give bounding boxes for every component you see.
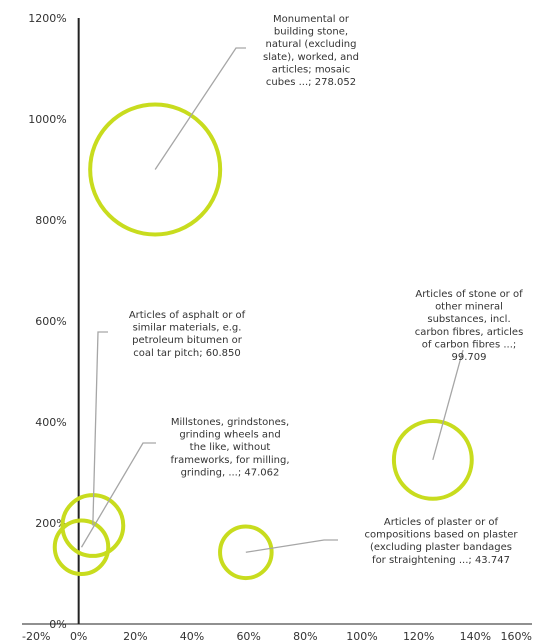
x-axis-ticks: -20% 0% 20% 40% 60% 80% 100% 120% 140% 160% [22, 630, 532, 643]
leader-line [92, 331, 108, 526]
bubble-label: Articles of asphalt or of similar materia… [129, 310, 246, 359]
bubble-label-line: for straightening ...; 43.747 [372, 555, 510, 566]
y-tick-label: 1200% [28, 12, 66, 25]
bubble-label-line: Articles of asphalt or of [129, 310, 246, 321]
x-tick-label: 100% [346, 630, 377, 643]
bubble-label-line: carbon fibres, articles [415, 327, 524, 338]
bubble-label-line: petroleum bitumen or [132, 335, 243, 346]
x-tick-label: 160% [501, 630, 532, 643]
y-tick-label: 400% [35, 416, 66, 429]
bubble-label-line: similar materials, e.g. [133, 323, 242, 334]
bubble [88, 102, 223, 237]
y-tick-label: 800% [35, 214, 66, 227]
x-tick-label: 120% [403, 630, 434, 643]
x-tick-label: 140% [460, 630, 491, 643]
bubble-label: Articles of plaster or of compositions ba… [364, 517, 518, 566]
x-tick-label: 0% [70, 630, 87, 643]
bubble-label-line: Articles of plaster or of [384, 517, 499, 528]
bubble-label-line: Millstones, grindstones, [171, 417, 289, 428]
bubble-label-line: articles; mosaic [272, 64, 351, 75]
y-tick-label: 1000% [28, 113, 66, 126]
bubble-label-line: coal tar pitch; 60.850 [133, 348, 240, 359]
bubble-label: Millstones, grindstones, grinding wheels … [170, 417, 289, 478]
x-tick-label: 60% [236, 630, 260, 643]
bubble-label-line: slate), worked, and [263, 52, 359, 63]
bubble-label-line: substances, incl. [427, 314, 510, 325]
y-tick-label: 600% [35, 315, 66, 328]
bubble [218, 524, 274, 581]
bubble-label-line: the like, without [190, 442, 271, 453]
leader-lines [80, 47, 464, 553]
leader-line [154, 47, 246, 170]
bubble-label-line: natural (excluding [266, 39, 357, 50]
bubble-label-line: frameworks, for milling, [170, 455, 289, 466]
x-tick-label: 40% [180, 630, 204, 643]
bubble-annotations: Monumental or building stone, natural (exc… [129, 14, 523, 566]
x-tick-label: 20% [123, 630, 147, 643]
bubble-label: Articles of stone or of other mineral subs… [415, 289, 524, 363]
y-axis-ticks: 0%200%400%600%800%1000%1200% [28, 12, 66, 631]
leader-line [245, 539, 338, 553]
bubble-label-line: of carbon fibres ...; [422, 339, 517, 350]
bubble-label-line: compositions based on plaster [364, 530, 518, 541]
bubble-label: Monumental or building stone, natural (exc… [263, 14, 359, 88]
bubble-label-line: building stone, [274, 27, 348, 38]
bubble-label-line: other mineral [435, 302, 503, 313]
leader-line [432, 349, 464, 461]
leader-line [80, 442, 156, 548]
bubble-label-line: 99.709 [452, 352, 487, 363]
y-tick-label: 200% [35, 517, 66, 530]
bubble-label-line: Monumental or [273, 14, 350, 25]
bubble-label-line: grinding wheels and [179, 430, 280, 441]
bubble [391, 418, 474, 501]
bubble-label-line: grinding, ...; 47.062 [181, 467, 280, 478]
bubble-label-line: cubes ...; 278.052 [266, 77, 356, 88]
bubble [52, 518, 111, 576]
x-tick-label: 80% [293, 630, 317, 643]
bubbles [52, 102, 474, 581]
bubble-label-line: (excluding plaster bandages [370, 542, 512, 553]
bubble-label-line: Articles of stone or of [415, 289, 523, 300]
x-tick-label: -20% [22, 630, 50, 643]
bubble [60, 493, 126, 558]
